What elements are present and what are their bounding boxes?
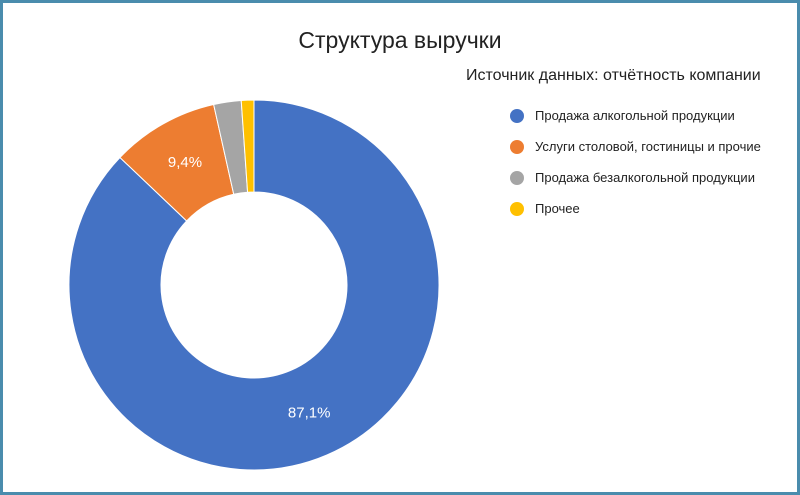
legend-swatch-soft-drinks bbox=[510, 170, 524, 185]
chart-legend: Продажа алкогольной продукции Услуги сто… bbox=[510, 100, 761, 224]
slice-label-services: 9,4% bbox=[168, 154, 202, 171]
legend-item-soft-drinks: Продажа безалкогольной продукции bbox=[510, 162, 761, 193]
slice-label-alcohol: 87,1% bbox=[288, 405, 331, 422]
donut-chart: 87,1% 9,4% bbox=[68, 99, 440, 471]
donut-slice-alcohol bbox=[68, 99, 440, 471]
legend-label-services: Услуги столовой, гостиницы и прочие bbox=[535, 139, 761, 154]
legend-label-alcohol: Продажа алкогольной продукции bbox=[535, 108, 735, 123]
legend-item-alcohol: Продажа алкогольной продукции bbox=[510, 100, 761, 131]
donut-slice-other bbox=[240, 99, 255, 193]
legend-swatch-alcohol bbox=[510, 108, 524, 123]
legend-label-other: Прочее bbox=[535, 201, 580, 216]
legend-swatch-services bbox=[510, 139, 524, 154]
chart-title: Структура выручки bbox=[298, 27, 502, 53]
legend-swatch-other bbox=[510, 201, 524, 216]
legend-item-services: Услуги столовой, гостиницы и прочие bbox=[510, 131, 761, 162]
legend-item-other: Прочее bbox=[510, 193, 761, 224]
chart-subtitle: Источник данных: отчётность компании bbox=[466, 67, 761, 84]
legend-label-soft-drinks: Продажа безалкогольной продукции bbox=[535, 170, 755, 185]
